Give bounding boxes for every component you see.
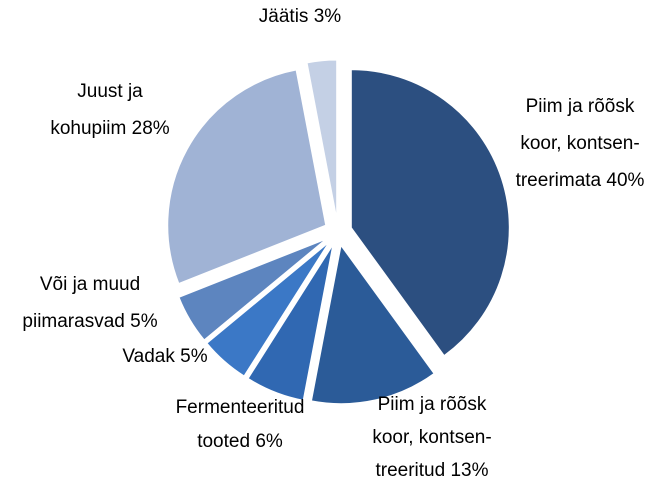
slice-label: kohupiim 28% <box>50 118 169 139</box>
value-label: 5% <box>130 311 158 332</box>
label-text: koor, kontsen- <box>372 427 491 448</box>
label-text: tooted <box>197 431 250 452</box>
slice-label: Või ja muud <box>40 274 140 295</box>
pie-slice <box>310 244 435 405</box>
slice-label: Piim ja rõõsk <box>378 394 487 415</box>
pie-slice <box>247 244 334 401</box>
pie-slice <box>167 69 327 285</box>
label-text: piimarasvad <box>22 311 124 332</box>
value-label: 3% <box>314 6 342 27</box>
slice-label: Piim ja rõõsk <box>526 96 635 117</box>
label-text: Fermenteeritud <box>176 397 305 418</box>
slice-label: Jäätis 3% <box>259 6 341 27</box>
slice-label: piimarasvad 5% <box>22 311 157 332</box>
value-label: 13% <box>450 460 488 481</box>
slice-label: koor, kontsen- <box>372 427 491 448</box>
slice-label: treeritud 13% <box>375 460 488 481</box>
slice-label: koor, kontsen- <box>520 133 639 154</box>
label-text: Piim ja rõõsk <box>526 96 635 117</box>
slice-label: Juust ja <box>77 81 143 102</box>
value-label: 40% <box>606 170 644 191</box>
label-text: Jäätis <box>259 6 309 27</box>
pie-slice <box>206 242 330 377</box>
value-label: 5% <box>180 346 208 367</box>
label-text: Või ja muud <box>40 274 140 295</box>
label-text: treeritud <box>375 460 445 481</box>
label-text: kohupiim <box>50 118 126 139</box>
label-text: Juust ja <box>77 81 143 102</box>
slice-label: Vadak 5% <box>122 346 207 367</box>
label-text: Vadak <box>122 346 175 367</box>
value-label: 28% <box>132 118 170 139</box>
pie-slice <box>178 238 327 341</box>
pie-slice <box>350 69 510 357</box>
label-text: Piim ja rõõsk <box>378 394 487 415</box>
pie-slice <box>306 59 338 219</box>
label-text: treerimata <box>516 170 602 191</box>
value-label: 6% <box>255 431 283 452</box>
slice-label: tooted 6% <box>197 431 283 452</box>
label-text: koor, kontsen- <box>520 133 639 154</box>
slice-label: Fermenteeritud <box>176 397 305 418</box>
slice-label: treerimata 40% <box>516 170 645 191</box>
